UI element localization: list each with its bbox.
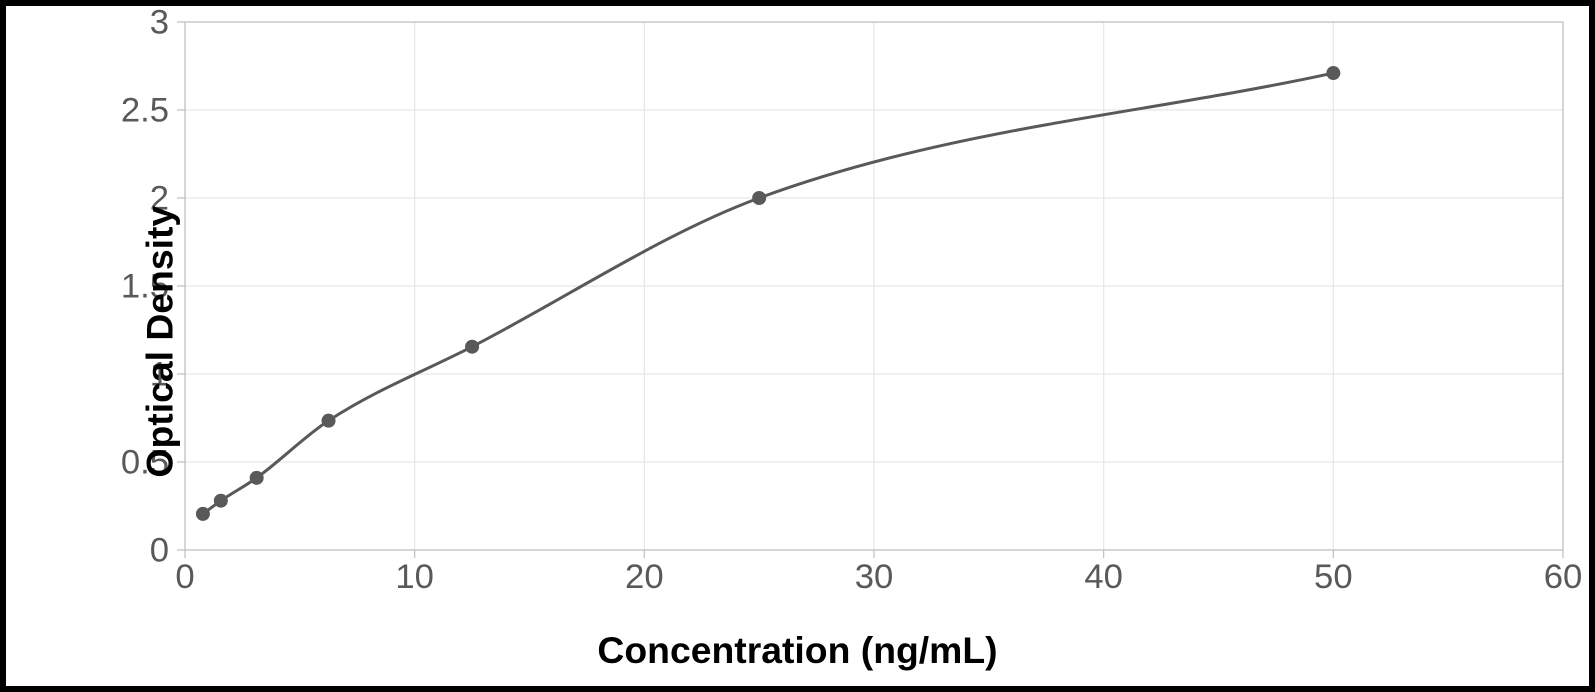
y-tick-label: 0 xyxy=(150,532,169,570)
data-point xyxy=(1326,66,1340,80)
chart-container: 010203040506000.511.522.53 Optical Densi… xyxy=(6,6,1589,686)
x-tick-label: 50 xyxy=(1314,558,1353,596)
x-tick-label: 20 xyxy=(625,558,664,596)
x-tick-label: 40 xyxy=(1084,558,1123,596)
x-tick-label: 10 xyxy=(395,558,434,596)
y-axis-label: Optical Density xyxy=(138,206,181,478)
chart-frame: 010203040506000.511.522.53 Optical Densi… xyxy=(0,0,1595,692)
data-point xyxy=(196,507,210,521)
data-point xyxy=(322,414,336,428)
data-point xyxy=(250,471,264,485)
x-tick-label: 0 xyxy=(175,558,194,596)
data-point xyxy=(214,494,228,508)
x-axis-label: Concentration (ng/mL) xyxy=(6,629,1589,672)
data-point xyxy=(752,191,766,205)
y-tick-label: 2.5 xyxy=(121,92,169,130)
chart-svg: 010203040506000.511.522.53 xyxy=(6,6,1589,686)
y-tick-label: 3 xyxy=(150,6,169,42)
data-point xyxy=(465,340,479,354)
x-tick-label: 30 xyxy=(855,558,894,596)
x-tick-label: 60 xyxy=(1544,558,1583,596)
